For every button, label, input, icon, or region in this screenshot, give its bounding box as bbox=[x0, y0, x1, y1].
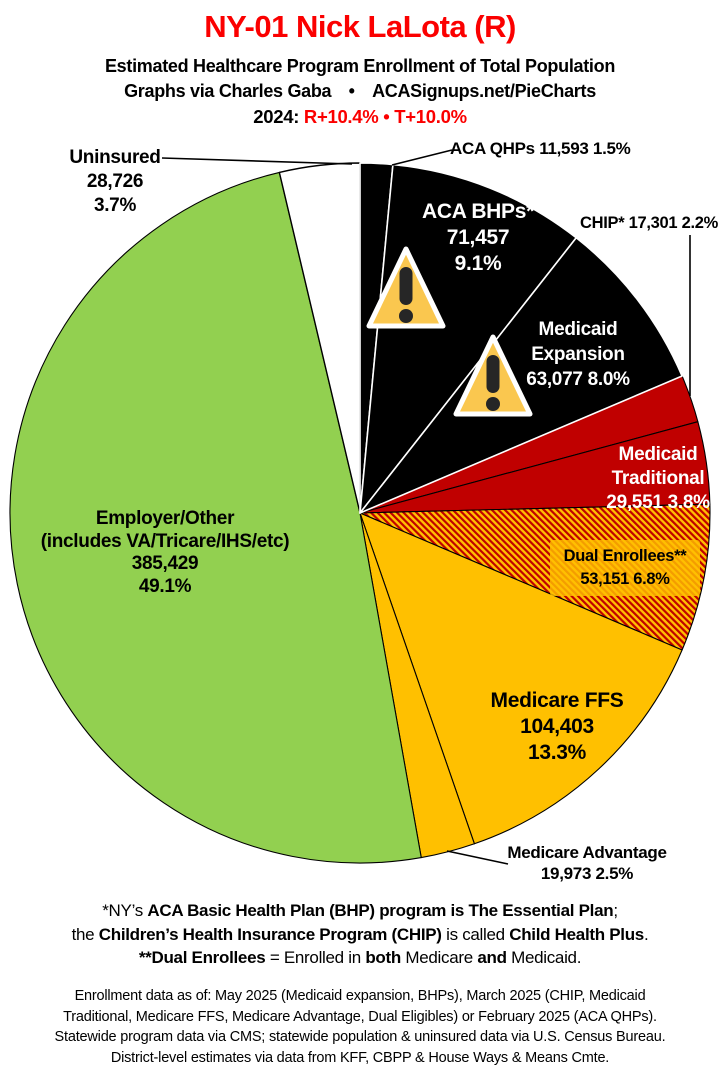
text-segment: Medicare bbox=[400, 948, 478, 967]
footnote-line: **Dual Enrollees = Enrolled in both Medi… bbox=[0, 946, 720, 970]
text-segment: **Dual Enrollees bbox=[138, 948, 266, 967]
employer-other-label-line: 385,429 bbox=[131, 553, 199, 574]
medicare-ffs-label: Medicare FFS 104,403 13.3% bbox=[473, 688, 641, 766]
medicare-advantage-label-line: Medicare Advantage bbox=[507, 843, 667, 862]
employer-other-label-line: 49.1% bbox=[138, 575, 192, 597]
data-source-line: Statewide program data via CMS; statewid… bbox=[54, 1029, 666, 1045]
text-segment: the bbox=[71, 924, 99, 944]
employer-other-label-line: (includes VA/Tricare/IHS/etc) bbox=[40, 530, 290, 552]
medicare-ffs-label-line: 104,403 bbox=[520, 715, 594, 738]
data-source-line: Enrollment data as of: May 2025 (Medicai… bbox=[74, 988, 646, 1004]
pie-slice-aca-bhps bbox=[359, 163, 578, 514]
text-segment: and bbox=[477, 948, 507, 967]
medicaid-traditional-label: Medicaid Traditional 29,551 3.8% bbox=[588, 443, 720, 515]
text-segment: Child Health Plus bbox=[509, 924, 644, 944]
text-segment: Children’s Health Insurance Program (CHI… bbox=[98, 924, 442, 944]
dual-enrollees-label-line: Dual Enrollees** bbox=[563, 547, 687, 565]
text-segment: = Enrolled in bbox=[265, 948, 366, 967]
text-segment: is called bbox=[441, 924, 510, 944]
uninsured-label-line: 3.7% bbox=[93, 195, 137, 216]
text-segment: . bbox=[643, 924, 649, 944]
medicare-ffs-label-line: 13.3% bbox=[527, 741, 587, 764]
aca-bhps-label-line: 9.1% bbox=[454, 252, 502, 275]
dual-enrollees-label: Dual Enrollees** 53,151 6.8% bbox=[550, 540, 700, 596]
pie-slice-medicare-ffs bbox=[359, 512, 683, 845]
text-segment: R+10.4% bbox=[303, 106, 379, 127]
warning-triangle-icon bbox=[453, 334, 533, 417]
footnote-line: the Children’s Health Insurance Program … bbox=[0, 923, 720, 947]
text-segment: ACA Basic Health Plan (BHP) program is T… bbox=[147, 901, 614, 920]
medicaid-traditional-label-line: Traditional bbox=[611, 468, 705, 489]
aca-bhps-label-line: ACA BHPs* bbox=[421, 200, 535, 223]
dual-enrollees-label-line: 53,151 6.8% bbox=[580, 570, 670, 588]
employer-other-label-line: Employer/Other bbox=[95, 508, 235, 529]
footnotes-block: *NY’s ACA Basic Health Plan (BHP) progra… bbox=[0, 899, 720, 970]
text-segment: ; bbox=[613, 901, 618, 920]
chip-label: CHIP* 17,301 2.2% bbox=[580, 214, 718, 232]
text-segment: • bbox=[378, 106, 395, 127]
data-source-line: District-level estimates via data from K… bbox=[110, 1049, 610, 1066]
medicaid-traditional-label-line: Medicaid bbox=[618, 444, 698, 465]
aca-qhps-label: ACA QHPs 11,593 1.5% bbox=[450, 139, 631, 158]
text-segment: T+10.0% bbox=[394, 106, 467, 127]
uninsured-label-line: 28,726 bbox=[86, 171, 144, 192]
leader-line-medicare-advantage bbox=[446, 850, 509, 865]
text-segment: 2024: bbox=[253, 106, 304, 127]
text-segment: Medicaid. bbox=[506, 948, 582, 967]
uninsured-label-line: Uninsured bbox=[69, 147, 161, 168]
medicaid-expansion-label-line: Medicaid bbox=[538, 319, 618, 340]
partisan-lean-line: 2024: R+10.4% • T+10.0% bbox=[0, 106, 720, 128]
warning-triangle-icon bbox=[366, 246, 446, 329]
credit-line: Graphs via Charles Gaba • ACASignups.net… bbox=[124, 81, 596, 101]
aca-bhps-label: ACA BHPs* 71,457 9.1% bbox=[393, 199, 563, 277]
uninsured-label: Uninsured 28,726 3.7% bbox=[35, 146, 195, 218]
leader-line-aca-qhps bbox=[391, 149, 453, 166]
medicaid-traditional-label-line: 29,551 3.8% bbox=[606, 492, 710, 513]
medicare-advantage-label-line: 19,973 2.5% bbox=[540, 864, 634, 883]
page-title: NY-01 Nick LaLota (R) bbox=[204, 9, 516, 44]
pie-slice-employer-other bbox=[9, 171, 422, 864]
chart-subtitle: Estimated Healthcare Program Enrollment … bbox=[104, 56, 616, 76]
text-segment: both bbox=[365, 948, 401, 967]
medicare-ffs-label-line: Medicare FFS bbox=[490, 689, 624, 712]
text-segment: *NY’s bbox=[102, 901, 148, 920]
medicaid-expansion-label-line: 63,077 8.0% bbox=[526, 369, 630, 390]
employer-other-label: Employer/Other (includes VA/Tricare/IHS/… bbox=[15, 508, 315, 598]
medicare-advantage-label: Medicare Advantage 19,973 2.5% bbox=[494, 842, 680, 884]
aca-bhps-label-line: 71,457 bbox=[446, 226, 510, 249]
data-source-line: Traditional, Medicare FFS, Medicare Adva… bbox=[63, 1008, 657, 1025]
data-source-block: Enrollment data as of: May 2025 (Medicai… bbox=[0, 986, 720, 1068]
leader-line-uninsured bbox=[161, 157, 353, 165]
medicaid-expansion-label: Medicaid Expansion 63,077 8.0% bbox=[494, 317, 662, 392]
footnote-line: *NY’s ACA Basic Health Plan (BHP) progra… bbox=[0, 899, 720, 923]
pie-slice-medicaid-expansion bbox=[359, 237, 683, 514]
medicaid-expansion-label-line: Expansion bbox=[531, 344, 625, 365]
